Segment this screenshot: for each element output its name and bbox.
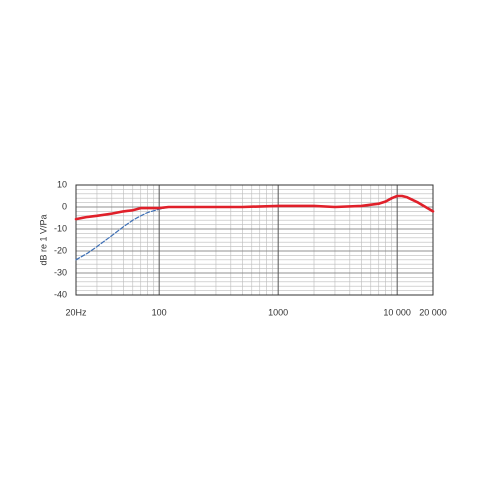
- x-tick-label: 1000: [268, 307, 288, 317]
- y-tick-label: -30: [54, 267, 67, 277]
- y-tick-label: 10: [57, 179, 67, 189]
- y-axis-title: dB re 1 V/Pa: [38, 214, 48, 265]
- x-tick-label: 20 000: [419, 307, 447, 317]
- y-tick-label: -40: [54, 289, 67, 299]
- y-tick-label: -20: [54, 245, 67, 255]
- x-tick-label: 20Hz: [65, 307, 87, 317]
- y-tick-label: 0: [62, 201, 67, 211]
- x-tick-label: 100: [152, 307, 167, 317]
- x-tick-label: 10 000: [383, 307, 411, 317]
- series-line: [75, 206, 170, 261]
- plot-frame: [75, 184, 434, 296]
- y-tick-label: -10: [54, 223, 67, 233]
- series-line: [74, 194, 435, 221]
